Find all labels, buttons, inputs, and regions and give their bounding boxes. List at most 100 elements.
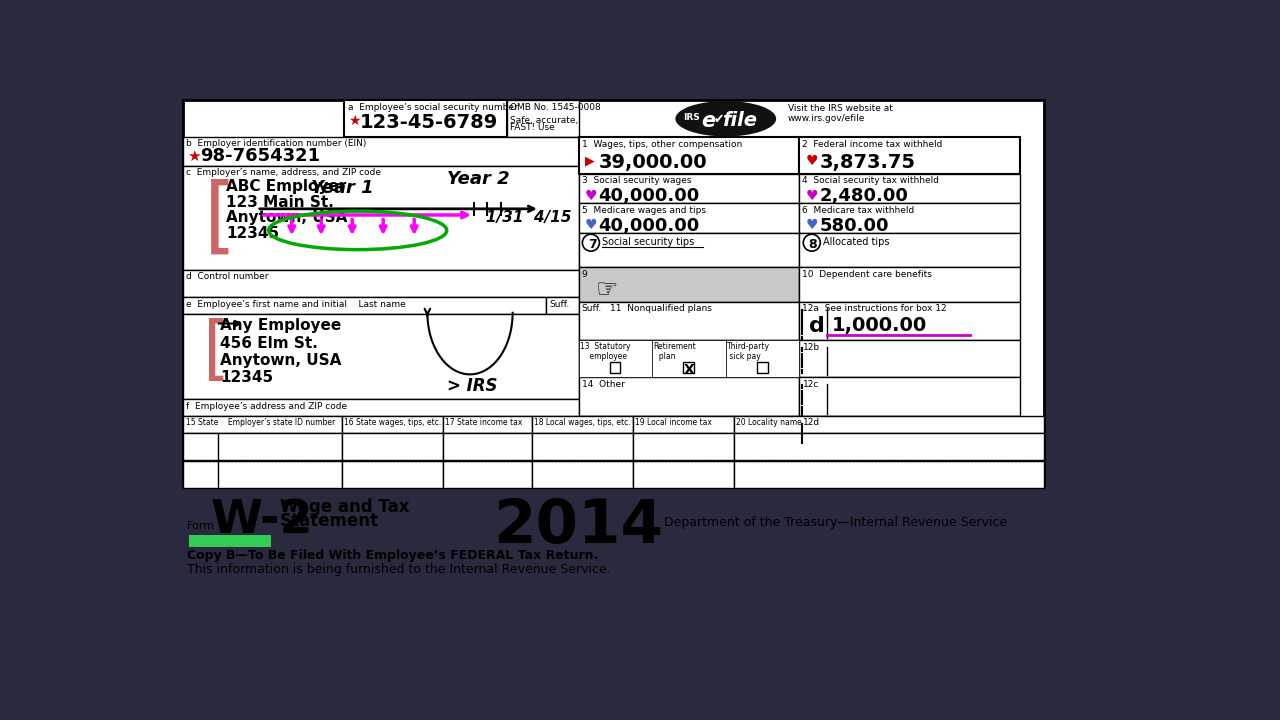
Bar [532, 416, 632, 433]
Text: ♥: ♥ [585, 218, 598, 232]
Bar [800, 138, 1020, 174]
Text: 8: 8 [809, 238, 818, 251]
Text: e  Employee’s first name and initial    Last name: e Employee’s first name and initial Last… [186, 300, 406, 309]
Text: 10  Dependent care benefits: 10 Dependent care benefits [803, 270, 932, 279]
Bar [632, 462, 733, 488]
Text: Wage and Tax: Wage and Tax [280, 498, 410, 516]
Bar [579, 233, 800, 267]
Text: 5  Medicare wages and tips: 5 Medicare wages and tips [581, 206, 705, 215]
Bar [800, 446, 1020, 461]
Bar [800, 377, 1020, 416]
Bar [183, 297, 547, 315]
Text: ★: ★ [187, 149, 201, 163]
Text: 14  Other: 14 Other [581, 379, 625, 389]
Text: 1,000.00: 1,000.00 [832, 316, 927, 335]
Bar [733, 416, 1043, 433]
Bar [183, 416, 342, 433]
Bar [183, 271, 579, 297]
Text: ABC Employer: ABC Employer [225, 179, 346, 194]
Circle shape [804, 234, 820, 251]
Text: 13  Statutory
    employee: 13 Statutory employee [580, 342, 631, 361]
Text: Allocated tips: Allocated tips [823, 237, 890, 246]
Text: 2,480.00: 2,480.00 [819, 187, 909, 205]
Bar [547, 297, 579, 315]
Bar [800, 416, 1020, 446]
Bar [632, 433, 733, 460]
Text: 20 Locality name: 20 Locality name [736, 418, 801, 427]
Text: Copy B—To Be Filed With Employee’s FEDERAL Tax Return.: Copy B—To Be Filed With Employee’s FEDER… [187, 549, 598, 562]
Text: ♥: ♥ [805, 154, 818, 168]
Bar [532, 433, 632, 460]
Bar [183, 138, 579, 166]
Text: 12345: 12345 [220, 370, 274, 384]
Text: 2014: 2014 [493, 497, 663, 556]
Text: > IRS: > IRS [447, 377, 497, 395]
Bar [183, 433, 342, 460]
Text: 12d: 12d [803, 418, 819, 427]
Text: W-2: W-2 [210, 498, 312, 544]
Bar [800, 267, 1020, 302]
Bar [579, 341, 800, 377]
Bar [579, 174, 800, 204]
Text: Third-party
 sick pay: Third-party sick pay [727, 342, 771, 361]
Bar [684, 362, 694, 373]
Bar [183, 315, 579, 399]
Text: c  Employer’s name, address, and ZIP code: c Employer’s name, address, and ZIP code [186, 168, 380, 177]
Text: 19 Local income tax: 19 Local income tax [635, 418, 712, 427]
Bar [344, 100, 507, 138]
Text: 123-45-6789: 123-45-6789 [360, 112, 498, 132]
Bar [800, 204, 1020, 233]
Text: 40,000.00: 40,000.00 [599, 217, 700, 235]
Bar [632, 416, 733, 433]
Text: X: X [684, 363, 695, 377]
Text: 17 State income tax: 17 State income tax [445, 418, 522, 427]
Bar [609, 362, 621, 373]
Text: 580.00: 580.00 [819, 217, 890, 235]
Text: ♥: ♥ [805, 218, 818, 232]
Bar [579, 341, 652, 377]
Bar [579, 416, 800, 461]
Bar [733, 433, 1043, 460]
Text: ♥: ♥ [805, 189, 818, 203]
Text: 12345: 12345 [225, 226, 279, 240]
Bar [342, 433, 443, 460]
Text: b  Employer identification number (EIN): b Employer identification number (EIN) [186, 139, 366, 148]
Text: d: d [809, 316, 824, 336]
Bar [342, 462, 443, 488]
Text: 18 Local wages, tips, etc.: 18 Local wages, tips, etc. [534, 418, 631, 427]
Text: www.irs.gov/efile: www.irs.gov/efile [787, 114, 865, 123]
Text: 1/31  4/15: 1/31 4/15 [485, 210, 571, 225]
Bar [443, 433, 532, 460]
Text: 40,000.00: 40,000.00 [599, 187, 700, 205]
Text: 9: 9 [581, 270, 588, 279]
Bar [800, 174, 1020, 204]
Text: 39,000.00: 39,000.00 [599, 153, 708, 171]
Text: e: e [701, 111, 716, 131]
Text: Form: Form [187, 521, 215, 531]
Text: [: [ [204, 179, 236, 260]
Bar [579, 138, 800, 174]
Text: Suff.: Suff. [581, 305, 602, 313]
Bar [443, 416, 532, 433]
Text: f  Employee’s address and ZIP code: f Employee’s address and ZIP code [186, 402, 347, 411]
Text: Anytown, USA: Anytown, USA [225, 210, 347, 225]
Bar [652, 341, 726, 377]
Bar [443, 462, 532, 488]
Text: Retirement
  plan: Retirement plan [654, 342, 696, 361]
Text: ▶: ▶ [585, 154, 594, 167]
Circle shape [582, 234, 599, 251]
Text: Anytown, USA: Anytown, USA [220, 353, 342, 368]
Text: ✔: ✔ [713, 112, 724, 125]
Text: Suff.: Suff. [549, 300, 570, 309]
Bar [800, 302, 1020, 341]
Text: 123 Main St.: 123 Main St. [225, 195, 334, 210]
Text: 98-7654321: 98-7654321 [200, 147, 320, 165]
Bar [507, 100, 579, 138]
Text: file: file [722, 111, 756, 130]
Text: [: [ [204, 318, 230, 385]
Bar [579, 377, 800, 416]
Bar [726, 341, 800, 377]
Text: 6  Medicare tax withheld: 6 Medicare tax withheld [803, 206, 915, 215]
Bar [532, 462, 632, 488]
Text: 4  Social security tax withheld: 4 Social security tax withheld [803, 176, 940, 186]
